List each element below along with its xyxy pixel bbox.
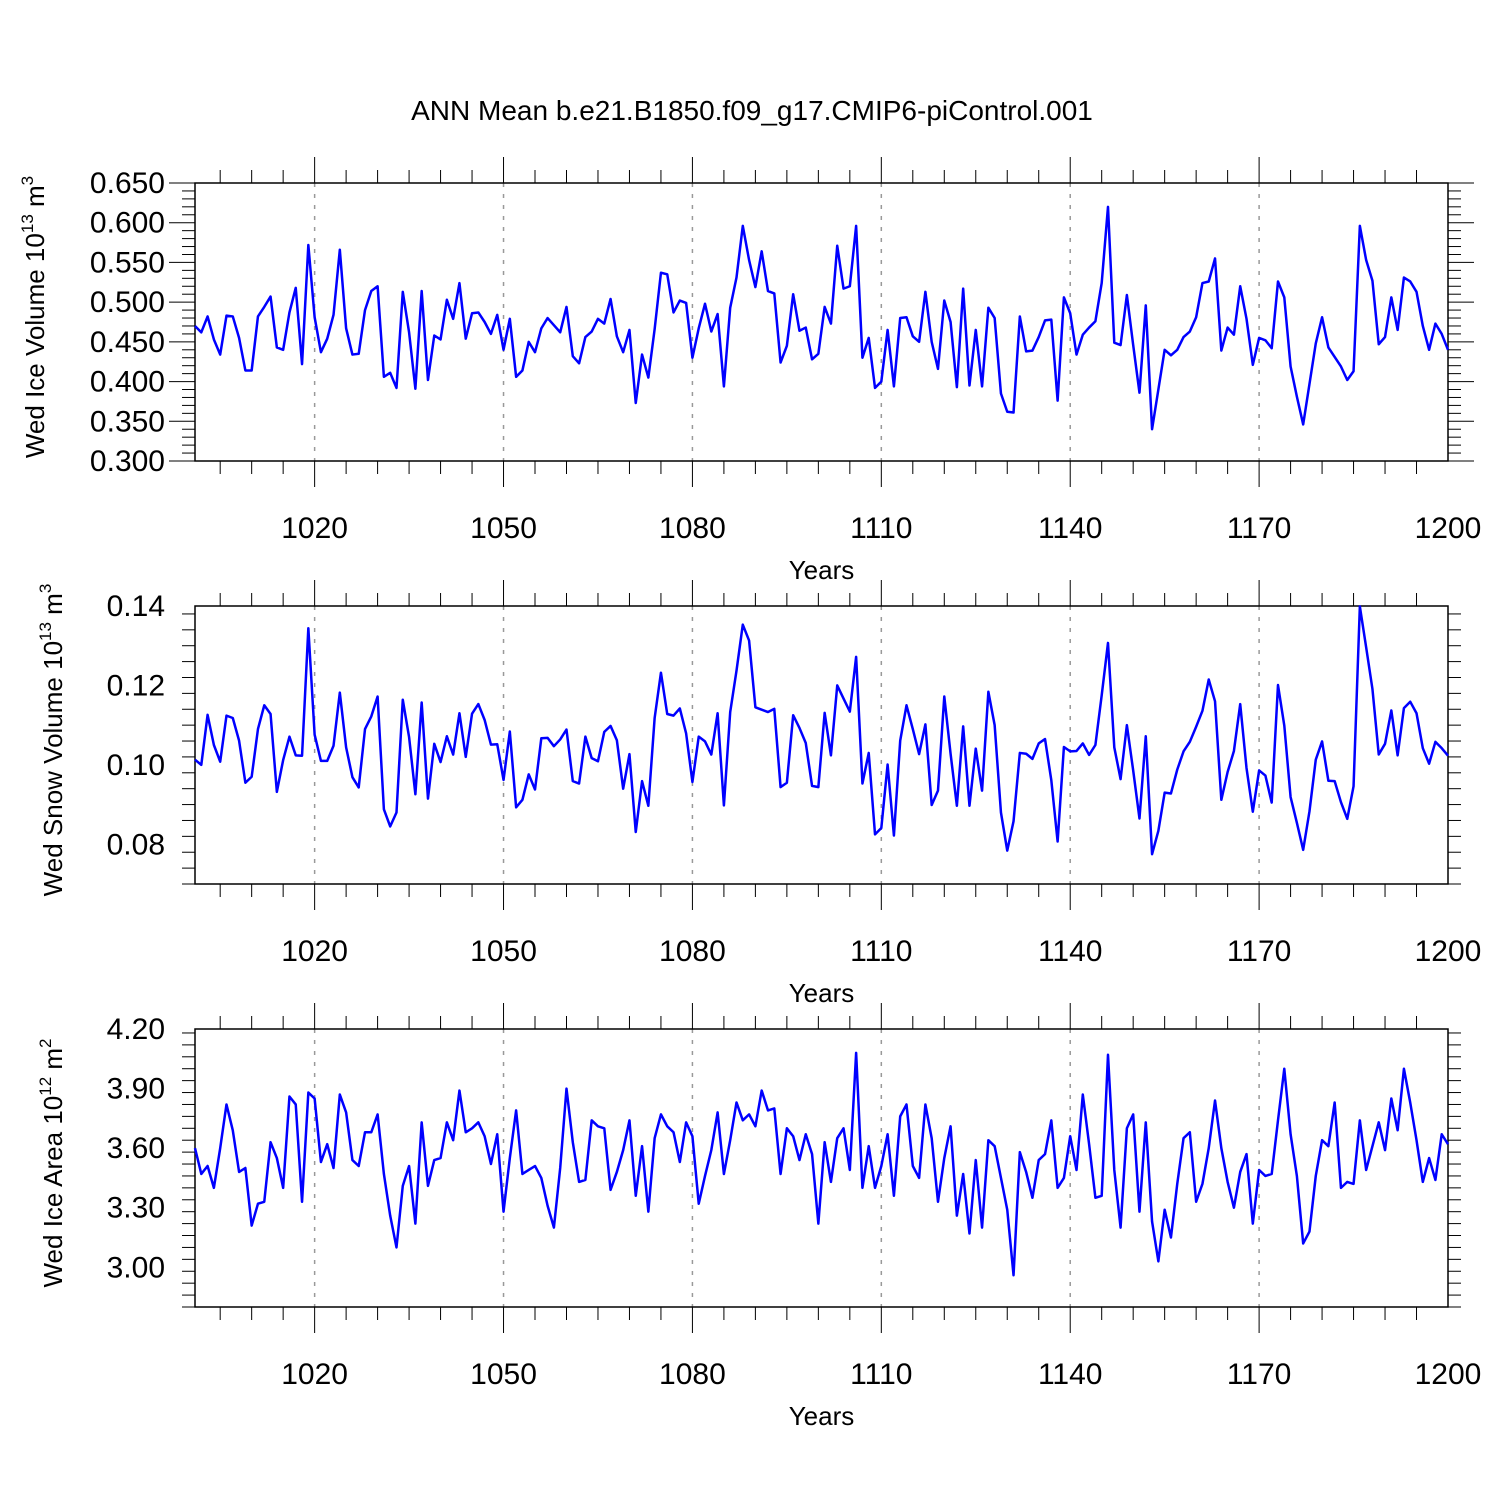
x-tick-label: 1080 (659, 935, 726, 968)
x-tick-label: 1080 (659, 1358, 726, 1391)
x-tick-label: 1200 (1415, 935, 1482, 968)
y-tick-label: 0.400 (90, 366, 165, 399)
panel-ice-volume: 0.300 0.350 0.400 0.450 0.500 0.550 0.600 0.650… (18, 157, 1481, 585)
y-axis-label-main: Wed Ice Area 10 (38, 1096, 68, 1288)
x-tick-label: 1110 (850, 935, 912, 968)
y-axis-label-main: Wed Ice Volume 10 (20, 233, 50, 458)
series-line (194, 205, 1450, 431)
y-axis-label: Wed Snow Volume 1013 m3 (36, 584, 68, 897)
y-tick-label: 0.08 (107, 828, 165, 861)
plot-frame (194, 182, 1449, 462)
y-tick-label: 0.14 (107, 590, 165, 623)
x-tick-label: 1170 (1227, 1358, 1292, 1391)
x-axis-label: Years (789, 978, 855, 1008)
y-tick-label: 3.90 (107, 1073, 165, 1106)
panel-ice-area: 3.00 3.30 3.60 3.90 4.20 1020 1050 1080 1110 1140… (36, 1003, 1481, 1431)
x-tick-label: 1050 (470, 1358, 537, 1391)
x-axis-label: Years (789, 555, 855, 585)
x-tick-label: 1020 (281, 512, 348, 545)
x-axis-label: Years (789, 1401, 855, 1431)
x-tick-label: 1110 (850, 1358, 912, 1391)
y-tick-label: 0.500 (90, 286, 165, 319)
y-tick-label: 0.12 (107, 669, 165, 702)
y-axis-label-unit: m (38, 1048, 68, 1077)
x-tick-label: 1170 (1227, 935, 1292, 968)
y-tick-label: 0.550 (90, 246, 165, 279)
y-axis-label-main: Wed Snow Volume 10 (38, 641, 68, 896)
x-tick-label: 1170 (1227, 512, 1292, 545)
y-tick-label: 0.650 (90, 167, 165, 200)
y-axis-label: Wed Ice Area 1012 m2 (36, 1038, 68, 1287)
y-tick-label: 3.60 (107, 1132, 165, 1165)
x-tick-label: 1020 (281, 935, 348, 968)
y-tick-label: 0.10 (107, 749, 165, 782)
y-axis-label-unit-exponent: 2 (36, 1038, 55, 1047)
y-tick-label: 0.450 (90, 326, 165, 359)
y-axis-label-unit-exponent: 3 (36, 584, 55, 593)
y-tick-label: 0.600 (90, 207, 165, 240)
x-tick-label: 1080 (659, 512, 726, 545)
y-axis-label-unit: m (38, 593, 68, 622)
plot-frame (194, 605, 1449, 885)
y-tick-label: 3.30 (107, 1192, 165, 1225)
y-axis-label-unit-exponent: 3 (18, 176, 37, 185)
x-tick-label: 1200 (1415, 512, 1482, 545)
panels: 0.300 0.350 0.400 0.450 0.500 0.550 0.600 0.650… (18, 157, 1481, 1431)
y-tick-label: 3.00 (107, 1251, 165, 1284)
y-axis-label-exponent: 12 (36, 1077, 55, 1096)
x-tick-label: 1140 (1038, 512, 1103, 545)
figure-title: ANN Mean b.e21.B1850.f09_g17.CMIP6-piCon… (411, 95, 1093, 126)
y-tick-label: 0.350 (90, 405, 165, 438)
series-line (193, 1051, 1450, 1277)
y-axis-label-exponent: 13 (36, 622, 55, 641)
y-tick-label: 4.20 (107, 1013, 165, 1046)
panel-snow-volume: 0.08 0.10 0.12 0.14 1020 1050 1080 1110 1140 1170… (36, 580, 1481, 1008)
y-axis-label-unit: m (20, 185, 50, 214)
x-tick-label: 1140 (1038, 935, 1103, 968)
plot-frame (194, 1028, 1449, 1308)
x-tick-label: 1200 (1415, 1358, 1482, 1391)
x-tick-label: 1110 (850, 512, 912, 545)
y-axis-label: Wed Ice Volume 1013 m3 (18, 176, 50, 458)
x-tick-label: 1050 (470, 512, 537, 545)
y-axis-label-exponent: 13 (18, 214, 37, 233)
y-tick-label: 0.300 (90, 445, 165, 478)
x-tick-label: 1140 (1038, 1358, 1103, 1391)
x-tick-label: 1050 (470, 935, 537, 968)
x-tick-label: 1020 (281, 1358, 348, 1391)
series-line (194, 605, 1449, 856)
